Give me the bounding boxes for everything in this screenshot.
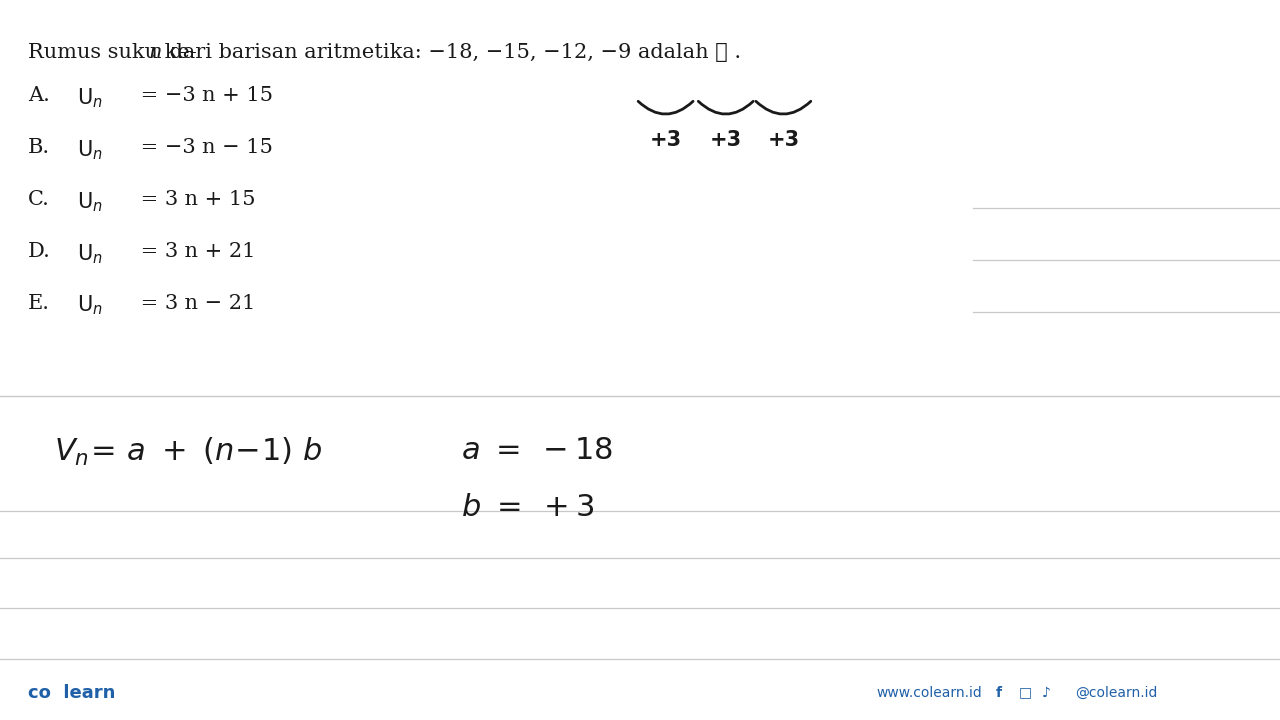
Text: D.: D. [28, 242, 51, 261]
Text: +3: +3 [767, 130, 800, 150]
Text: □: □ [1019, 685, 1032, 700]
Text: C.: C. [28, 190, 50, 209]
Text: @colearn.id: @colearn.id [1075, 685, 1157, 700]
Text: = 3  n + 21: = 3 n + 21 [134, 242, 256, 261]
Text: $\mathrm{U}_{n}$: $\mathrm{U}_{n}$ [77, 86, 102, 110]
Text: = 3  n − 21: = 3 n − 21 [134, 294, 256, 312]
Text: Rumus suku ke-: Rumus suku ke- [28, 43, 197, 62]
Text: = −3  n + 15: = −3 n + 15 [134, 86, 274, 105]
Text: f: f [996, 685, 1002, 700]
Text: ♪: ♪ [1042, 685, 1051, 700]
Text: $\mathrm{U}_{n}$: $\mathrm{U}_{n}$ [77, 190, 102, 214]
Text: = 3  n + 15: = 3 n + 15 [134, 190, 256, 209]
Text: co  learn: co learn [28, 684, 115, 701]
Text: $\mathrm{U}_{n}$: $\mathrm{U}_{n}$ [77, 138, 102, 162]
Text: A.: A. [28, 86, 50, 105]
Text: +3: +3 [709, 130, 742, 150]
Text: $\mathrm{U}_{n}$: $\mathrm{U}_{n}$ [77, 242, 102, 266]
Text: n: n [148, 43, 163, 62]
Text: $b\ =\ +3$: $b\ =\ +3$ [461, 493, 594, 522]
Text: E.: E. [28, 294, 50, 312]
Text: www.colearn.id: www.colearn.id [877, 685, 983, 700]
Text: $V_n\!=\!\ a\ +\ (n\!-\!1)\ b$: $V_n\!=\!\ a\ +\ (n\!-\!1)\ b$ [54, 436, 323, 468]
Text: $a\ =\ -18$: $a\ =\ -18$ [461, 436, 613, 464]
Text: B.: B. [28, 138, 50, 157]
Text: +3: +3 [649, 130, 682, 150]
Text: dari barisan aritmetika: −18, −15, −12, −9 adalah ⋯ .: dari barisan aritmetika: −18, −15, −12, … [163, 43, 741, 62]
Text: = −3  n − 15: = −3 n − 15 [134, 138, 273, 157]
Text: $\mathrm{U}_{n}$: $\mathrm{U}_{n}$ [77, 294, 102, 318]
